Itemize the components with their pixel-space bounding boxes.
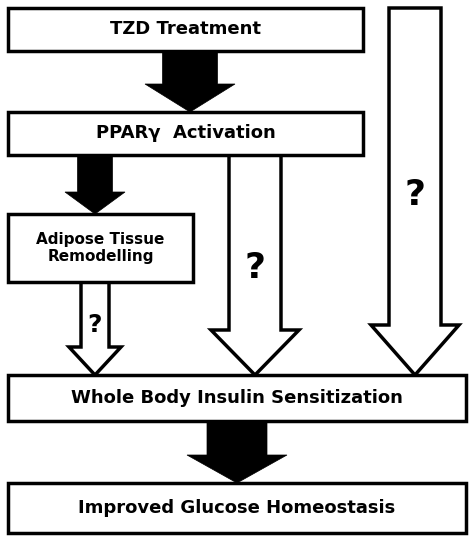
FancyBboxPatch shape: [8, 375, 466, 421]
Polygon shape: [69, 282, 121, 375]
Polygon shape: [371, 8, 459, 375]
Polygon shape: [65, 155, 125, 214]
Polygon shape: [187, 421, 287, 483]
Text: Improved Glucose Homeostasis: Improved Glucose Homeostasis: [78, 499, 396, 517]
Text: ?: ?: [245, 251, 265, 285]
Text: ?: ?: [404, 178, 426, 212]
FancyBboxPatch shape: [8, 214, 193, 282]
Text: Whole Body Insulin Sensitization: Whole Body Insulin Sensitization: [71, 389, 403, 407]
FancyBboxPatch shape: [8, 483, 466, 533]
Text: ?: ?: [88, 313, 102, 337]
FancyBboxPatch shape: [8, 112, 363, 155]
Polygon shape: [145, 51, 235, 112]
Text: PPARγ  Activation: PPARγ Activation: [96, 124, 275, 142]
Text: Adipose Tissue
Remodelling: Adipose Tissue Remodelling: [36, 232, 164, 264]
Text: TZD Treatment: TZD Treatment: [110, 21, 261, 38]
Polygon shape: [211, 155, 299, 375]
FancyBboxPatch shape: [8, 8, 363, 51]
